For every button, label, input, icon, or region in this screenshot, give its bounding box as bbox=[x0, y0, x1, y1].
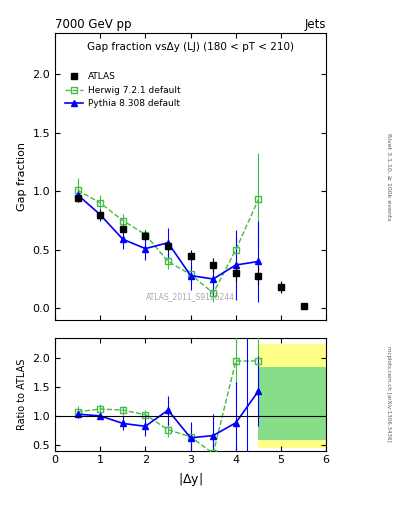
Text: Gap fraction vsΔy (LJ) (180 < pT < 210): Gap fraction vsΔy (LJ) (180 < pT < 210) bbox=[87, 42, 294, 52]
Text: 7000 GeV pp: 7000 GeV pp bbox=[55, 18, 132, 31]
Y-axis label: Ratio to ATLAS: Ratio to ATLAS bbox=[17, 358, 27, 430]
Bar bbox=[281, 367, 304, 440]
Bar bbox=[259, 344, 281, 447]
Bar bbox=[303, 344, 326, 447]
Text: mcplots.cern.ch [arXiv:1306.3436]: mcplots.cern.ch [arXiv:1306.3436] bbox=[386, 347, 391, 442]
Bar bbox=[259, 367, 281, 440]
Text: Jets: Jets bbox=[305, 18, 326, 31]
Legend: ATLAS, Herwig 7.2.1 default, Pythia 8.308 default: ATLAS, Herwig 7.2.1 default, Pythia 8.30… bbox=[65, 72, 180, 108]
Text: ATLAS_2011_S9126244: ATLAS_2011_S9126244 bbox=[146, 292, 235, 302]
Bar bbox=[281, 344, 304, 447]
Bar bbox=[303, 367, 326, 440]
Y-axis label: Gap fraction: Gap fraction bbox=[17, 142, 27, 211]
Text: Rivet 3.1.10, ≥ 100k events: Rivet 3.1.10, ≥ 100k events bbox=[386, 133, 391, 221]
X-axis label: |$\Delta$y|: |$\Delta$y| bbox=[178, 471, 203, 488]
